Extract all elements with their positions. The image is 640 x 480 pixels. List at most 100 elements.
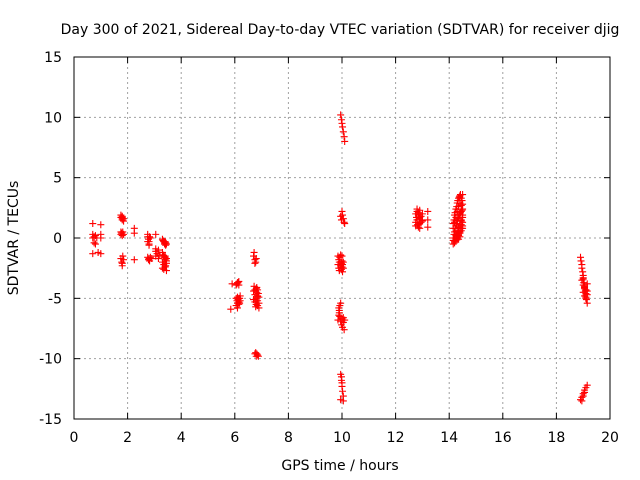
data-point (235, 300, 243, 308)
y-tick-label: -10 (39, 352, 62, 368)
data-point (577, 257, 585, 265)
x-tick-label: 16 (494, 430, 512, 446)
x-tick-label: 4 (177, 430, 186, 446)
data-point (339, 128, 347, 136)
x-tick-label: 6 (230, 430, 239, 446)
x-tick-label: 18 (547, 430, 565, 446)
data-point (413, 205, 421, 213)
x-tick-label: 8 (284, 430, 293, 446)
data-point (583, 299, 591, 307)
data-point (453, 227, 461, 235)
data-point (457, 201, 465, 209)
points-layer (89, 111, 591, 405)
data-point (227, 305, 235, 313)
data-point (233, 304, 241, 312)
data-point (161, 253, 169, 261)
x-tick-label: 20 (601, 430, 619, 446)
data-point (161, 263, 169, 271)
data-point (339, 215, 347, 223)
data-point (255, 304, 263, 312)
data-point (146, 233, 154, 241)
data-point (339, 264, 347, 272)
data-point (417, 216, 425, 224)
data-point (89, 250, 97, 258)
data-point (130, 256, 138, 264)
y-tick-label: 0 (53, 231, 62, 247)
data-point (418, 217, 426, 225)
data-point (252, 255, 260, 263)
data-point (341, 137, 349, 145)
data-point (339, 123, 347, 131)
data-point (97, 221, 105, 229)
data-point (578, 264, 586, 272)
data-point (162, 267, 170, 275)
y-axis-label: SDTVAR / TECUs (6, 181, 22, 296)
data-point (459, 191, 467, 199)
data-point (162, 240, 170, 248)
data-point (459, 205, 467, 213)
data-point (91, 240, 99, 248)
data-point (341, 316, 349, 324)
data-point (337, 251, 345, 259)
data-point (154, 255, 162, 263)
data-point (337, 111, 345, 119)
chart-title: Day 300 of 2021, Sidereal Day-to-day VTE… (61, 22, 620, 38)
x-tick-label: 10 (333, 430, 351, 446)
data-point (162, 257, 170, 265)
data-point (418, 210, 426, 218)
data-point (235, 294, 243, 302)
data-point (148, 255, 156, 263)
data-point (338, 379, 346, 387)
grid-layer (74, 57, 610, 419)
data-point (337, 299, 345, 307)
data-point (457, 216, 465, 224)
y-tick-label: -5 (48, 291, 62, 307)
data-point (89, 220, 97, 228)
x-tick-label: 2 (123, 430, 132, 446)
y-tick-label: -15 (39, 412, 62, 428)
x-tick-label: 12 (387, 430, 405, 446)
data-point (341, 220, 349, 228)
data-point (251, 259, 259, 267)
data-point (424, 207, 432, 215)
data-point (340, 326, 348, 334)
data-point (456, 221, 464, 229)
data-point (146, 253, 154, 261)
data-point (120, 217, 128, 225)
data-point (120, 256, 128, 264)
data-point (254, 293, 262, 301)
y-tick-label: 15 (44, 50, 62, 66)
data-point (146, 234, 154, 242)
data-point (424, 223, 432, 231)
data-point (583, 287, 591, 295)
data-point (578, 397, 586, 405)
data-point (252, 300, 260, 308)
data-point (144, 238, 152, 246)
data-point (339, 397, 347, 405)
data-point (414, 209, 422, 217)
data-point (118, 259, 126, 267)
data-point (339, 387, 347, 395)
data-point (154, 246, 162, 254)
data-point (459, 224, 467, 232)
data-point (424, 216, 432, 224)
data-point (119, 252, 127, 260)
data-point (583, 381, 591, 389)
data-point (254, 352, 262, 360)
data-point (130, 229, 138, 237)
data-point (97, 250, 105, 258)
ticks-layer: 0 2 4 6 8 10 12 14 16 18 20 -15 -10 -5 0 5 10 15 (39, 50, 619, 446)
data-point (250, 248, 258, 256)
data-point (162, 239, 170, 247)
data-point (90, 239, 98, 247)
data-point (459, 211, 467, 219)
x-tick-label: 14 (440, 430, 458, 446)
data-point (252, 349, 260, 357)
data-point (145, 241, 153, 249)
data-point (339, 211, 347, 219)
data-point (452, 230, 460, 238)
data-point (339, 268, 347, 276)
data-point (235, 281, 243, 289)
data-point (233, 293, 241, 301)
data-point (337, 373, 345, 381)
